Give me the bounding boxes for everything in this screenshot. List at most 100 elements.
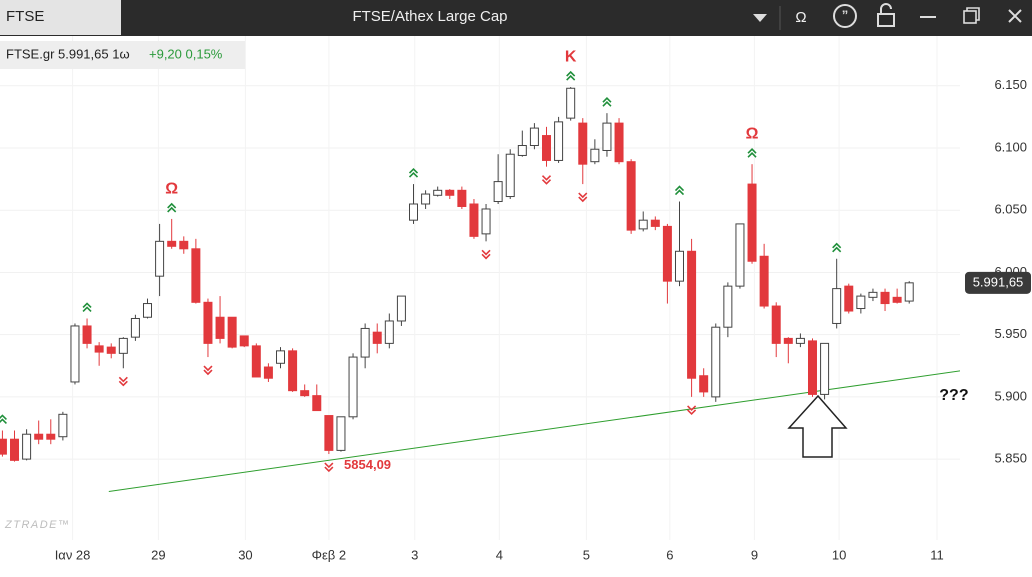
svg-text:”: ” <box>842 7 849 22</box>
candle-body <box>409 203 419 221</box>
candle-body <box>10 438 20 461</box>
signal-down <box>203 365 213 376</box>
candle-body <box>0 438 7 455</box>
x-tick-label: 10 <box>832 547 846 562</box>
candle-body <box>203 301 213 344</box>
candle-body <box>276 350 286 364</box>
candle-body <box>614 122 624 163</box>
candle-body <box>179 240 189 250</box>
signal-up <box>832 242 842 253</box>
signal-down <box>481 249 491 260</box>
signal-up <box>602 97 612 107</box>
candle-body <box>191 248 201 303</box>
candle-body <box>662 225 672 282</box>
candle-body <box>227 316 237 348</box>
candle-body <box>650 219 660 227</box>
restore-icon[interactable] <box>963 7 980 24</box>
candle-body <box>626 161 636 231</box>
candle-body <box>215 316 225 339</box>
symbol-change: +9,20 0,15% <box>149 46 223 61</box>
y-tick-label: 6.100 <box>994 139 1027 154</box>
window-title: FTSE/Athex Large Cap <box>352 8 507 25</box>
signal-up <box>566 70 576 81</box>
y-tick-label: 5.950 <box>994 326 1027 341</box>
candle-body <box>735 223 745 287</box>
candle-body <box>517 145 527 156</box>
candle-body <box>844 285 854 312</box>
last-price-tag <box>965 271 1031 294</box>
x-tick-label: 4 <box>496 547 503 562</box>
symbol-button[interactable]: Ω <box>795 9 806 26</box>
candle-body <box>481 208 491 235</box>
signal-up <box>674 185 685 196</box>
candle-body <box>904 282 914 302</box>
search-text: FTSE <box>6 8 44 25</box>
signal-up <box>82 302 92 313</box>
candle-body <box>155 240 165 277</box>
candle-body <box>263 366 273 379</box>
candle-body <box>578 122 588 165</box>
candle-body <box>457 189 467 207</box>
signal-up <box>0 414 7 425</box>
candle-body <box>783 337 793 344</box>
x-tick-label: 5 <box>583 547 590 562</box>
signal-down <box>687 405 697 416</box>
title-bar <box>0 0 1032 36</box>
annotation: K <box>565 48 577 65</box>
candle-body <box>541 135 551 161</box>
signal-down <box>118 376 128 387</box>
grid <box>0 36 960 540</box>
candle-body <box>360 327 370 358</box>
plot-area <box>0 70 960 492</box>
candle-body <box>130 317 140 338</box>
candle-body <box>795 337 805 344</box>
close-icon[interactable] <box>1008 9 1022 23</box>
candle-body <box>58 413 68 438</box>
search-box[interactable] <box>0 0 121 35</box>
candle-body <box>493 181 503 203</box>
annotation: Ω <box>746 126 759 143</box>
x-tick-label: 3 <box>411 547 418 562</box>
annotation: ??? <box>939 387 968 404</box>
candle-body <box>674 250 684 282</box>
x-tick-label: 9 <box>751 547 758 562</box>
candle-body <box>288 350 298 392</box>
candle-body <box>324 415 334 451</box>
candle-body <box>22 433 32 460</box>
candle-body <box>106 346 116 354</box>
candle-body <box>590 148 600 163</box>
signal-up <box>408 167 419 178</box>
candle-body <box>118 337 128 354</box>
candle-body <box>687 250 697 379</box>
y-tick-label: 5.850 <box>994 451 1027 466</box>
candle-body <box>820 342 830 395</box>
candle-body <box>723 285 733 328</box>
candle-body <box>167 240 177 247</box>
x-tick-label: 29 <box>151 547 165 562</box>
symbol-info-box <box>0 41 245 69</box>
candle-body <box>82 325 92 344</box>
candle-body <box>46 433 56 440</box>
candle-body <box>759 255 769 307</box>
candle-body <box>336 416 346 451</box>
signal-down <box>578 192 588 203</box>
candle-body <box>529 127 539 147</box>
symbol-info: FTSE.gr 5.991,65 1ω <box>6 46 130 61</box>
candle-body <box>445 189 455 196</box>
candle-body <box>34 433 44 440</box>
candle-body <box>300 390 310 397</box>
candle-body <box>892 296 902 303</box>
lock-icon[interactable] <box>877 3 895 27</box>
y-tick-label: 6.050 <box>994 202 1027 217</box>
candle-body <box>832 288 842 324</box>
quote-icon[interactable]: ” <box>833 4 857 28</box>
signal-down <box>541 175 552 185</box>
candle-body <box>807 340 817 395</box>
candle-body <box>384 320 394 344</box>
dropdown-icon[interactable] <box>753 14 767 22</box>
annotation: Ω <box>165 180 178 197</box>
last-price-label: 5.991,65 <box>973 274 1024 289</box>
candle-body <box>505 153 515 198</box>
